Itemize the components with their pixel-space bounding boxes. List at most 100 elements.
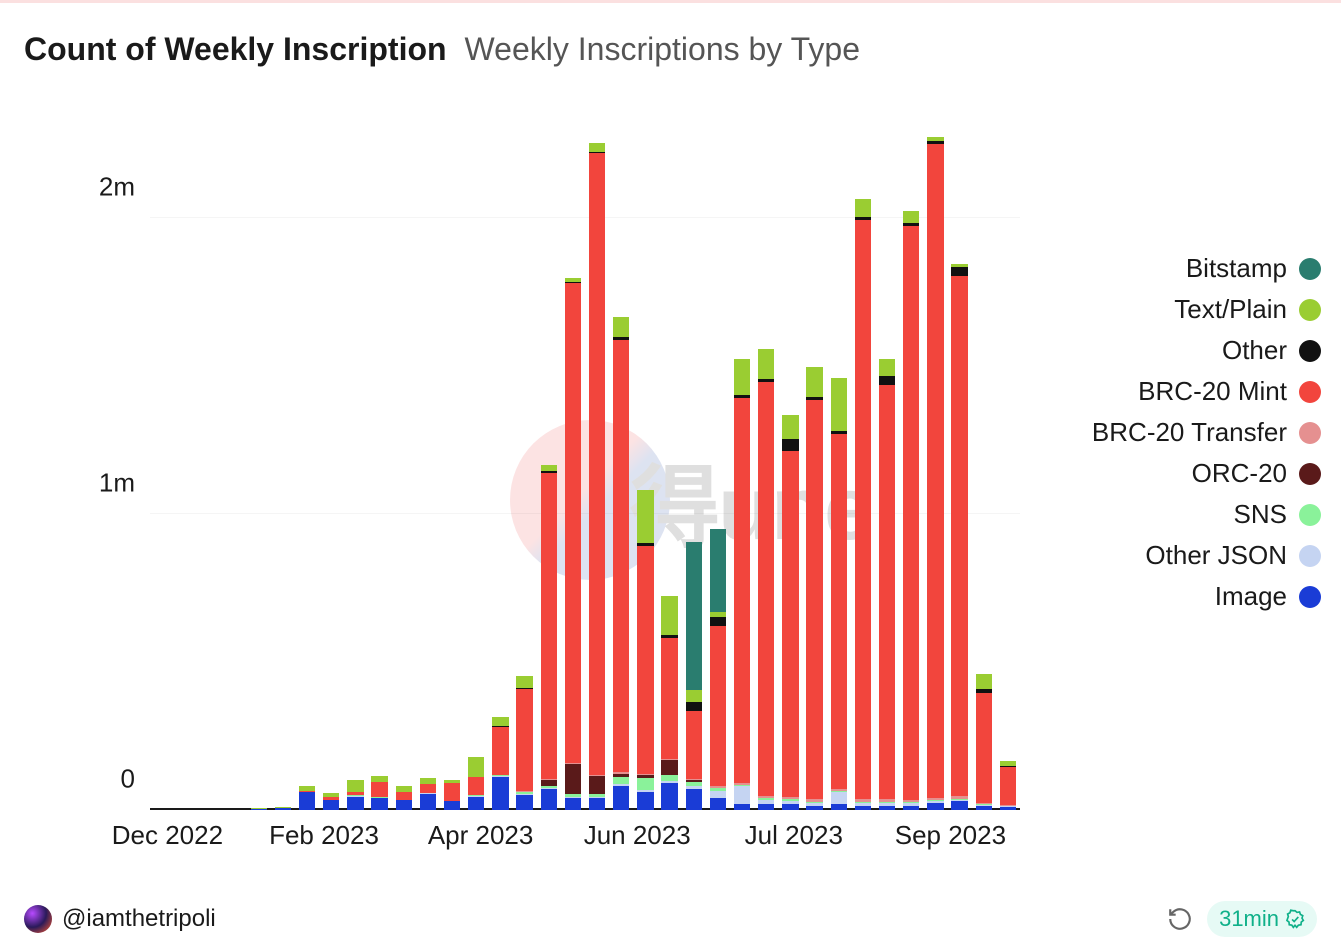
bar-week-14[interactable] xyxy=(492,717,508,810)
legend-label: Image xyxy=(1215,581,1287,612)
bar-segment xyxy=(855,199,871,217)
bar-week-24[interactable] xyxy=(734,359,750,810)
y-tick-label: 1m xyxy=(99,468,135,499)
bar-segment xyxy=(492,777,508,810)
bar-segment xyxy=(903,226,919,800)
bar-segment xyxy=(637,778,653,790)
bar-week-9[interactable] xyxy=(371,776,387,810)
time-badge[interactable]: 31min xyxy=(1207,901,1317,937)
author-handle[interactable]: @iamthetripoli xyxy=(62,905,216,933)
bar-week-21[interactable] xyxy=(661,596,677,810)
legend-item[interactable]: ORC-20 xyxy=(1061,458,1321,489)
x-tick-label: Jul 2023 xyxy=(745,820,843,851)
bar-week-7[interactable] xyxy=(323,793,339,810)
bar-segment xyxy=(565,764,581,794)
bar-week-17[interactable] xyxy=(565,278,581,810)
bar-week-4[interactable] xyxy=(251,808,267,810)
bar-segment xyxy=(831,434,847,789)
bar-segment xyxy=(710,791,726,798)
bar-week-26[interactable] xyxy=(782,415,798,810)
x-tick-label: Feb 2023 xyxy=(269,820,379,851)
legend-swatch-icon xyxy=(1299,299,1321,321)
legend-item[interactable]: Image xyxy=(1061,581,1321,612)
bar-segment xyxy=(782,439,798,451)
footer-right: 31min xyxy=(1167,901,1317,937)
bar-segment xyxy=(686,702,702,711)
bar-week-12[interactable] xyxy=(444,780,460,810)
bar-segment xyxy=(468,777,484,795)
legend-label: Bitstamp xyxy=(1186,253,1287,284)
bar-segment xyxy=(927,144,943,798)
bar-week-29[interactable] xyxy=(855,199,871,810)
bar-segment xyxy=(299,792,315,810)
legend-label: BRC-20 Transfer xyxy=(1092,417,1287,448)
bar-segment xyxy=(879,385,895,799)
bar-segment xyxy=(516,795,532,810)
bar-segment xyxy=(758,382,774,796)
bar-segment xyxy=(613,340,629,772)
bar-week-13[interactable] xyxy=(468,757,484,810)
bar-week-25[interactable] xyxy=(758,349,774,810)
bar-segment xyxy=(541,473,557,779)
bar-week-34[interactable] xyxy=(976,674,992,810)
legend-item[interactable]: Other JSON xyxy=(1061,540,1321,571)
bar-segment xyxy=(903,211,919,223)
bar-segment xyxy=(589,776,605,794)
author-avatar[interactable] xyxy=(24,905,52,933)
refresh-icon[interactable] xyxy=(1167,906,1193,932)
footer-left: @iamthetripoli xyxy=(24,905,216,933)
bar-segment xyxy=(565,283,581,762)
legend-swatch-icon xyxy=(1299,258,1321,280)
legend-item[interactable]: Other xyxy=(1061,335,1321,366)
bar-week-27[interactable] xyxy=(806,367,822,810)
bar-week-35[interactable] xyxy=(1000,761,1016,810)
legend-swatch-icon xyxy=(1299,340,1321,362)
bar-segment xyxy=(516,689,532,791)
legend-swatch-icon xyxy=(1299,463,1321,485)
legend-item[interactable]: BRC-20 Mint xyxy=(1061,376,1321,407)
bar-segment xyxy=(1000,767,1016,805)
bar-segment xyxy=(396,800,412,810)
legend-item[interactable]: BRC-20 Transfer xyxy=(1061,417,1321,448)
bar-week-30[interactable] xyxy=(879,359,895,810)
legend-item[interactable]: Text/Plain xyxy=(1061,294,1321,325)
bar-segment xyxy=(541,789,557,810)
x-axis: Dec 2022Feb 2023Apr 2023Jun 2023Jul 2023… xyxy=(150,820,1020,860)
bar-week-23[interactable] xyxy=(710,529,726,810)
bar-segment xyxy=(637,792,653,810)
x-tick-label: Jun 2023 xyxy=(584,820,691,851)
bar-week-6[interactable] xyxy=(299,786,315,810)
bar-segment xyxy=(565,798,581,810)
legend-label: SNS xyxy=(1234,499,1287,530)
bar-week-10[interactable] xyxy=(396,786,412,810)
bar-week-32[interactable] xyxy=(927,137,943,810)
bar-week-31[interactable] xyxy=(903,211,919,810)
bar-week-33[interactable] xyxy=(951,264,967,810)
legend-item[interactable]: SNS xyxy=(1061,499,1321,530)
bar-week-20[interactable] xyxy=(637,490,653,810)
bar-week-11[interactable] xyxy=(420,778,436,810)
bar-week-22[interactable] xyxy=(686,542,702,810)
bar-week-8[interactable] xyxy=(347,780,363,810)
bar-week-28[interactable] xyxy=(831,378,847,810)
bar-week-5[interactable] xyxy=(275,807,291,810)
bar-segment xyxy=(734,804,750,810)
bar-segment xyxy=(903,806,919,810)
bar-segment xyxy=(879,359,895,377)
legend-swatch-icon xyxy=(1299,545,1321,567)
bar-segment xyxy=(686,711,702,779)
bar-week-18[interactable] xyxy=(589,143,605,810)
bar-segment xyxy=(758,804,774,810)
legend-swatch-icon xyxy=(1299,504,1321,526)
bar-week-16[interactable] xyxy=(541,465,557,810)
bar-segment xyxy=(976,806,992,810)
bar-segment xyxy=(589,153,605,774)
bar-week-15[interactable] xyxy=(516,676,532,810)
bar-segment xyxy=(637,490,653,543)
bar-segment xyxy=(613,786,629,810)
bar-week-19[interactable] xyxy=(613,317,629,810)
legend-swatch-icon xyxy=(1299,586,1321,608)
bar-segment xyxy=(589,143,605,152)
legend: Bitstamp Text/Plain Other BRC-20 Mint BRC-20… xyxy=(1061,253,1321,622)
legend-item[interactable]: Bitstamp xyxy=(1061,253,1321,284)
